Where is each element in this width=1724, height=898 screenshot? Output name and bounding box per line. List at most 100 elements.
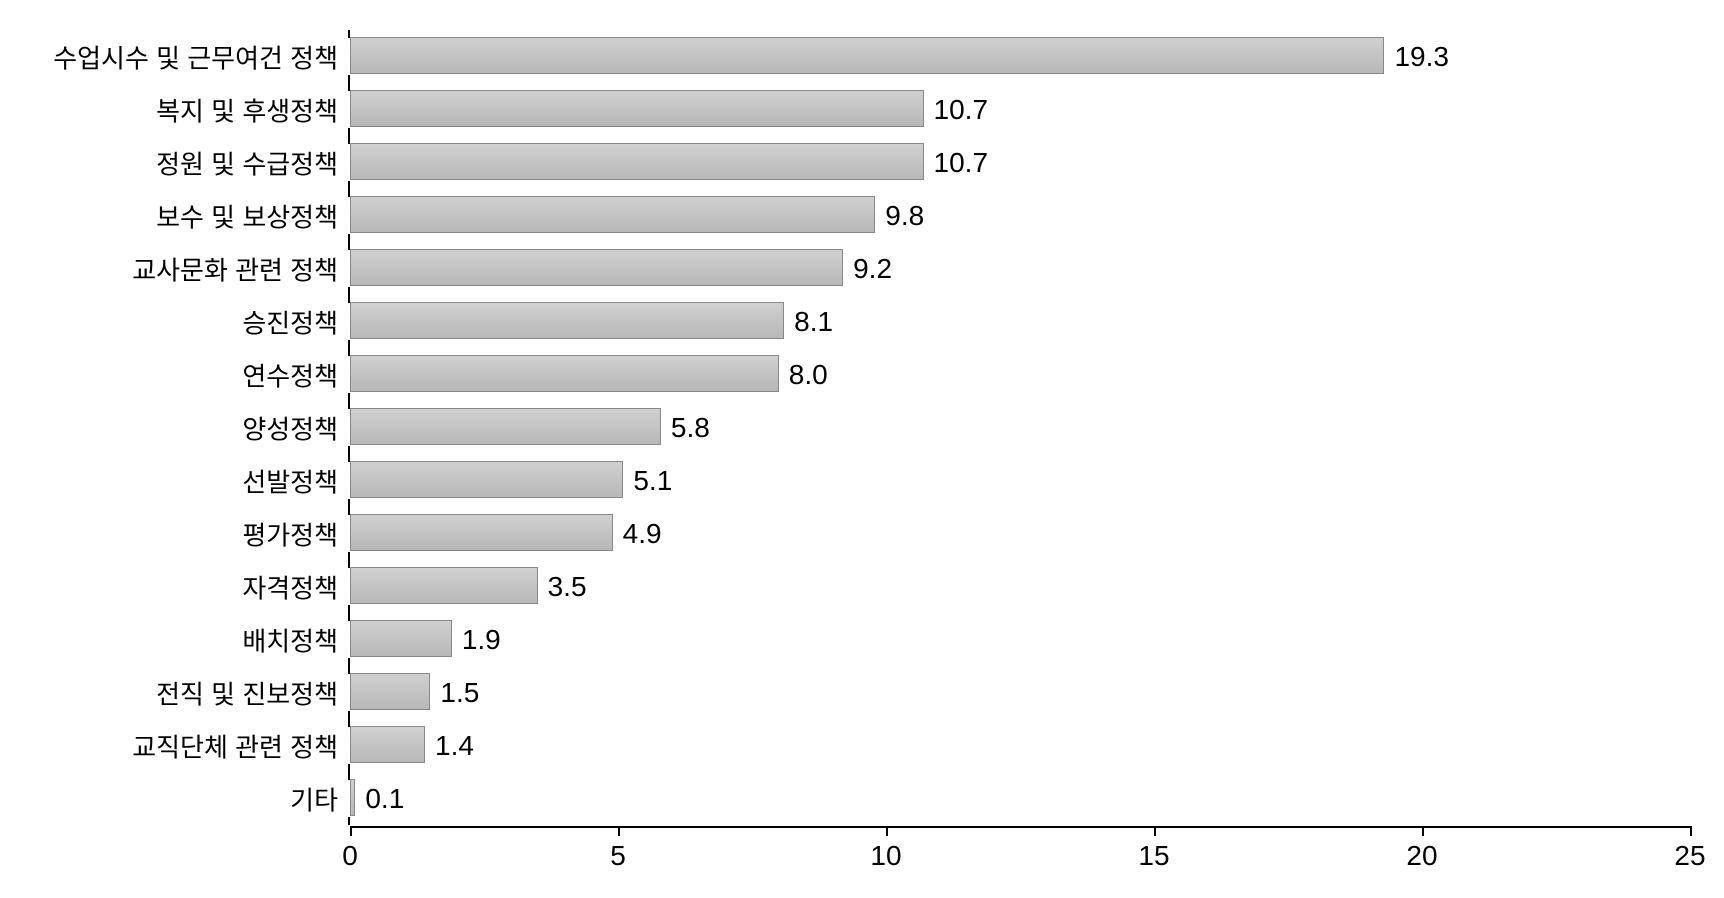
bar-value: 3.5 <box>538 571 587 603</box>
x-axis: 0510152025 <box>350 826 1690 828</box>
category-tick <box>348 446 350 454</box>
category-tick <box>348 499 350 507</box>
bar-label: 보수 및 보상정책 <box>156 197 350 234</box>
bar-row: 수업시수 및 근무여건 정책19.3 <box>350 30 1690 83</box>
x-tick-label: 0 <box>342 840 358 872</box>
bar-label: 정원 및 수급정책 <box>156 144 350 181</box>
bar-row: 교사문화 관련 정책9.2 <box>350 242 1690 295</box>
category-tick <box>348 764 350 772</box>
bar-row: 자격정책3.5 <box>350 560 1690 613</box>
x-tick-label: 20 <box>1406 840 1437 872</box>
bar-row: 기타0.1 <box>350 772 1690 825</box>
category-tick <box>348 30 350 38</box>
bar-value: 9.8 <box>875 200 924 232</box>
bar-label: 복지 및 후생정책 <box>156 91 350 128</box>
category-tick <box>348 711 350 719</box>
bar-label: 평가정책 <box>242 515 350 552</box>
x-tick-label: 15 <box>1138 840 1169 872</box>
bar <box>350 673 430 710</box>
bar <box>350 567 538 604</box>
category-tick <box>348 348 350 356</box>
category-tick <box>348 287 350 295</box>
bar <box>350 355 779 392</box>
bar-label: 자격정책 <box>242 568 350 605</box>
category-tick <box>348 295 350 303</box>
category-tick <box>348 75 350 83</box>
bar <box>350 196 875 233</box>
x-tick-label: 5 <box>610 840 626 872</box>
x-tick-label: 10 <box>870 840 901 872</box>
bar <box>350 90 924 127</box>
bar-row: 양성정책5.8 <box>350 401 1690 454</box>
bar-row: 교직단체 관련 정책1.4 <box>350 719 1690 772</box>
bar-row: 복지 및 후생정책10.7 <box>350 83 1690 136</box>
bar-label: 수업시수 및 근무여건 정책 <box>53 38 350 75</box>
category-tick <box>348 552 350 560</box>
category-tick <box>348 242 350 250</box>
bar-value: 1.9 <box>452 624 501 656</box>
bar-label: 교사문화 관련 정책 <box>132 250 350 287</box>
bar-label: 기타 <box>290 780 350 817</box>
category-tick <box>348 613 350 621</box>
bar-row: 보수 및 보상정책9.8 <box>350 189 1690 242</box>
category-tick <box>348 393 350 401</box>
category-tick <box>348 454 350 462</box>
bar <box>350 726 425 763</box>
bar-row: 전직 및 진보정책1.5 <box>350 666 1690 719</box>
bar-value: 1.4 <box>425 730 474 762</box>
category-tick <box>348 234 350 242</box>
category-tick <box>348 666 350 674</box>
bar-label: 연수정책 <box>242 356 350 393</box>
bar-label: 교직단체 관련 정책 <box>132 727 350 764</box>
bar <box>350 249 843 286</box>
category-tick <box>348 772 350 780</box>
bar-value: 19.3 <box>1384 41 1449 73</box>
category-tick <box>348 181 350 189</box>
bar-value: 9.2 <box>843 253 892 285</box>
bar <box>350 302 784 339</box>
bar-row: 연수정책8.0 <box>350 348 1690 401</box>
category-tick <box>348 128 350 136</box>
category-tick <box>348 189 350 197</box>
x-tick <box>1422 826 1424 836</box>
x-tick <box>618 826 620 836</box>
x-tick <box>350 826 352 836</box>
bar-row: 승진정책8.1 <box>350 295 1690 348</box>
x-tick-label: 25 <box>1674 840 1705 872</box>
bar <box>350 461 623 498</box>
bar-row: 평가정책4.9 <box>350 507 1690 560</box>
bar-row: 선발정책5.1 <box>350 454 1690 507</box>
bar-chart-horizontal: 수업시수 및 근무여건 정책19.3복지 및 후생정책10.7정원 및 수급정책… <box>20 20 1704 878</box>
bar-value: 4.9 <box>613 518 662 550</box>
bar <box>350 37 1384 74</box>
bar-row: 정원 및 수급정책10.7 <box>350 136 1690 189</box>
bar-label: 배치정책 <box>242 621 350 658</box>
category-tick <box>348 340 350 348</box>
bar-row: 배치정책1.9 <box>350 613 1690 666</box>
category-tick <box>348 507 350 515</box>
category-tick <box>348 560 350 568</box>
category-tick <box>348 719 350 727</box>
bar <box>350 408 661 445</box>
category-tick <box>348 401 350 409</box>
bar-value: 1.5 <box>430 677 479 709</box>
bar-value: 8.1 <box>784 306 833 338</box>
x-tick <box>886 826 888 836</box>
bar-label: 선발정책 <box>242 462 350 499</box>
bar <box>350 143 924 180</box>
category-tick <box>348 136 350 144</box>
bar-label: 전직 및 진보정책 <box>156 674 350 711</box>
category-tick <box>348 658 350 666</box>
bar-value: 8.0 <box>779 359 828 391</box>
bar-value: 10.7 <box>924 94 989 126</box>
bar-value: 5.8 <box>661 412 710 444</box>
category-tick <box>348 605 350 613</box>
bar-value: 0.1 <box>355 783 404 815</box>
x-tick <box>1690 826 1692 836</box>
bar <box>350 514 613 551</box>
category-tick <box>348 817 350 825</box>
bar-value: 5.1 <box>623 465 672 497</box>
x-tick <box>1154 826 1156 836</box>
bar-label: 승진정책 <box>242 303 350 340</box>
category-tick <box>348 83 350 91</box>
